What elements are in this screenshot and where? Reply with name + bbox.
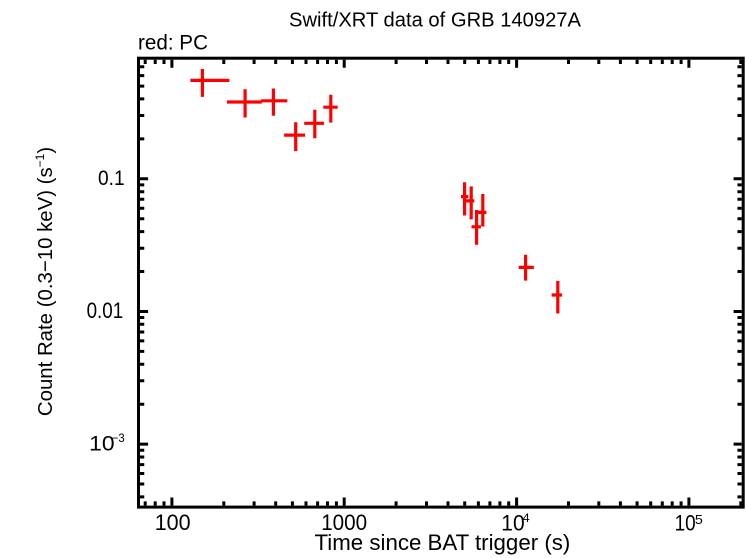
svg-text:10: 10 <box>89 432 114 456</box>
svg-text:−3: −3 <box>112 431 125 445</box>
svg-text:Count Rate (0.3−10 keV) (s−1): Count Rate (0.3−10 keV) (s−1) <box>33 147 57 416</box>
svg-text:10: 10 <box>501 510 524 535</box>
svg-text:Swift/XRT data of GRB 140927A: Swift/XRT data of GRB 140927A <box>289 8 581 31</box>
svg-text:0.1: 0.1 <box>98 166 125 190</box>
svg-text:0.01: 0.01 <box>87 298 124 323</box>
svg-text:4: 4 <box>523 511 531 525</box>
svg-text:5: 5 <box>695 512 703 527</box>
svg-text:red: PC: red: PC <box>138 32 208 55</box>
svg-text:1000: 1000 <box>321 510 367 535</box>
svg-text:100: 100 <box>155 510 191 535</box>
svg-text:10: 10 <box>675 511 696 536</box>
svg-text:Time since BAT trigger (s): Time since BAT trigger (s) <box>315 530 571 555</box>
